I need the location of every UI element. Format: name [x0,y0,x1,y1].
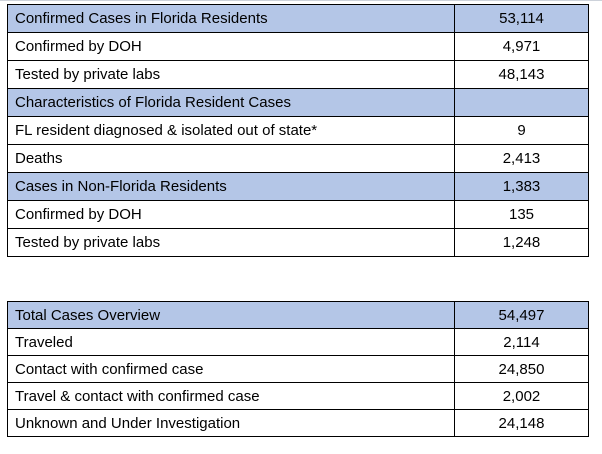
row-value: 1,383 [454,172,589,201]
row-label: FL resident diagnosed & isolated out of … [7,116,455,145]
table-row: Traveled 2,114 [7,328,589,356]
section-header-row: Confirmed Cases in Florida Residents 53,1… [7,4,589,33]
row-label: Traveled [7,328,455,356]
row-label: Confirmed Cases in Florida Residents [7,4,455,33]
row-value: 2,114 [454,328,589,356]
row-label: Cases in Non-Florida Residents [7,172,455,201]
row-value: 24,148 [454,409,589,437]
table-row: Travel & contact with confirmed case 2,00… [7,382,589,410]
section-header-row: Characteristics of Florida Resident Case… [7,88,589,117]
table-row: FL resident diagnosed & isolated out of … [7,116,589,145]
section-header-row: Total Cases Overview 54,497 [7,301,589,329]
row-label: Unknown and Under Investigation [7,409,455,437]
row-value: 2,002 [454,382,589,410]
table-row: Tested by private labs 48,143 [7,60,589,89]
table-row: Tested by private labs 1,248 [7,228,589,257]
row-label: Tested by private labs [7,60,455,89]
row-label: Characteristics of Florida Resident Case… [7,88,455,117]
row-value: 1,248 [454,228,589,257]
row-value: 48,143 [454,60,589,89]
row-value: 4,971 [454,32,589,61]
row-label: Contact with confirmed case [7,355,455,383]
row-value [454,88,589,117]
row-label: Confirmed by DOH [7,200,455,229]
row-value: 54,497 [454,301,589,329]
table-row: Unknown and Under Investigation 24,148 [7,409,589,437]
top-crop-line [0,0,602,1]
table-row: Confirmed by DOH 4,971 [7,32,589,61]
row-value: 2,413 [454,144,589,173]
table-row: Deaths 2,413 [7,144,589,173]
florida-resident-cases-table: Confirmed Cases in Florida Residents 53,1… [7,4,589,257]
row-label: Tested by private labs [7,228,455,257]
row-label: Deaths [7,144,455,173]
row-value: 24,850 [454,355,589,383]
table-row: Contact with confirmed case 24,850 [7,355,589,383]
row-label: Total Cases Overview [7,301,455,329]
row-value: 53,114 [454,4,589,33]
row-label: Confirmed by DOH [7,32,455,61]
row-label: Travel & contact with confirmed case [7,382,455,410]
row-value: 135 [454,200,589,229]
total-cases-overview-table: Total Cases Overview 54,497 Traveled 2,114 C… [7,301,589,437]
row-value: 9 [454,116,589,145]
table-row: Confirmed by DOH 135 [7,200,589,229]
section-header-row: Cases in Non-Florida Residents 1,383 [7,172,589,201]
